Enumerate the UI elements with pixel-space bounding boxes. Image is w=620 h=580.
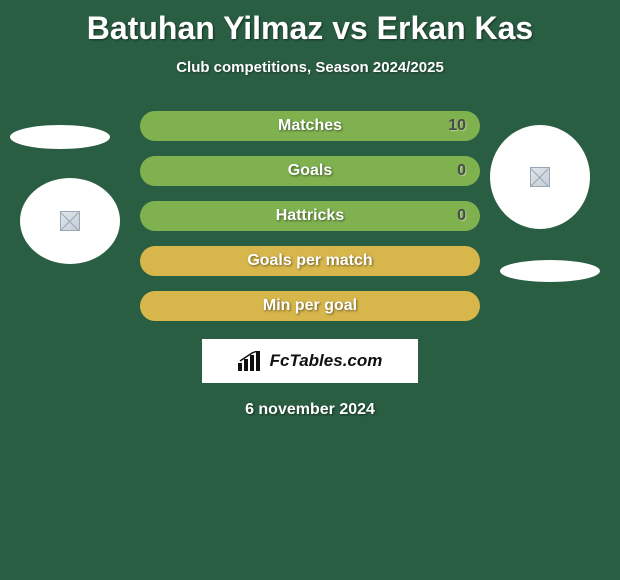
stat-value: 0 — [457, 207, 466, 225]
stat-row-hattricks: Hattricks 0 — [140, 201, 480, 231]
stat-label: Goals per match — [247, 252, 372, 270]
bar-chart-icon — [238, 351, 264, 371]
branding-text: FcTables.com — [270, 351, 383, 371]
avatar-placeholder-icon — [530, 167, 550, 187]
stat-value: 0 — [457, 162, 466, 180]
stat-row-min-per-goal: Min per goal — [140, 291, 480, 321]
subtitle: Club competitions, Season 2024/2025 — [0, 59, 620, 76]
avatar-placeholder-icon — [60, 211, 80, 231]
branding-badge: FcTables.com — [202, 339, 418, 383]
stat-label: Hattricks — [276, 207, 344, 225]
decor-ellipse-small-right — [500, 260, 600, 282]
stat-label: Goals — [288, 162, 332, 180]
player-right-avatar-frame — [490, 125, 590, 229]
stat-label: Min per goal — [263, 297, 357, 315]
stat-label: Matches — [278, 117, 342, 135]
stat-row-goals: Goals 0 — [140, 156, 480, 186]
player-left-avatar-frame — [20, 178, 120, 264]
date-text: 6 november 2024 — [0, 401, 620, 419]
stat-row-matches: Matches 10 — [140, 111, 480, 141]
page-title: Batuhan Yilmaz vs Erkan Kas — [0, 0, 620, 47]
stat-value: 10 — [448, 117, 466, 135]
stat-row-goals-per-match: Goals per match — [140, 246, 480, 276]
decor-ellipse-small-left — [10, 125, 110, 149]
